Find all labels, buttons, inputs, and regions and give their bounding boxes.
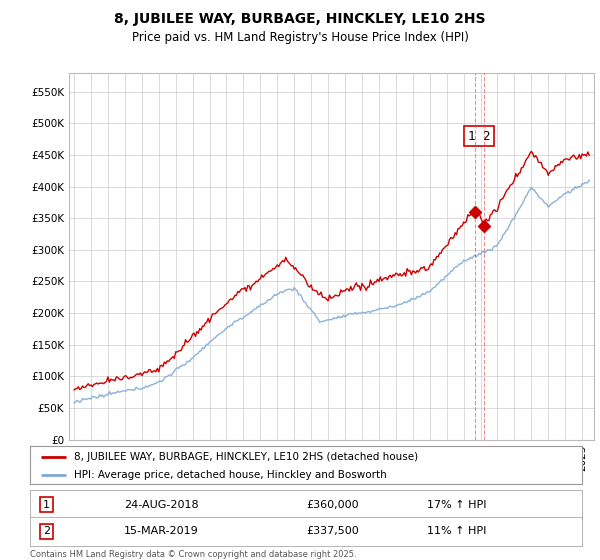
Text: £337,500: £337,500 <box>306 526 359 536</box>
Text: 2: 2 <box>43 526 50 536</box>
Text: 8, JUBILEE WAY, BURBAGE, HINCKLEY, LE10 2HS (detached house): 8, JUBILEE WAY, BURBAGE, HINCKLEY, LE10 … <box>74 452 418 462</box>
Text: 15-MAR-2019: 15-MAR-2019 <box>124 526 199 536</box>
Text: HPI: Average price, detached house, Hinckley and Bosworth: HPI: Average price, detached house, Hinc… <box>74 470 387 480</box>
Text: Price paid vs. HM Land Registry's House Price Index (HPI): Price paid vs. HM Land Registry's House … <box>131 31 469 44</box>
Text: 24-AUG-2018: 24-AUG-2018 <box>124 500 199 510</box>
Text: 1: 1 <box>43 500 50 510</box>
Text: £360,000: £360,000 <box>306 500 359 510</box>
Text: 1 2: 1 2 <box>468 129 491 143</box>
Text: 11% ↑ HPI: 11% ↑ HPI <box>427 526 487 536</box>
Text: Contains HM Land Registry data © Crown copyright and database right 2025.
This d: Contains HM Land Registry data © Crown c… <box>30 550 356 560</box>
Text: 17% ↑ HPI: 17% ↑ HPI <box>427 500 487 510</box>
Text: 8, JUBILEE WAY, BURBAGE, HINCKLEY, LE10 2HS: 8, JUBILEE WAY, BURBAGE, HINCKLEY, LE10 … <box>114 12 486 26</box>
